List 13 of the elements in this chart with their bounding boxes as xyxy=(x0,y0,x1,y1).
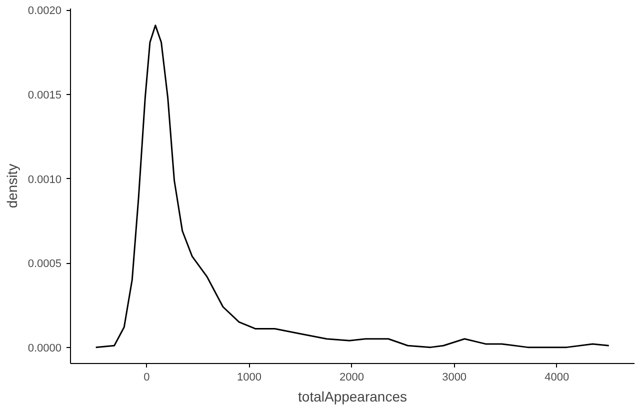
y-axis-title: density xyxy=(4,164,20,208)
y-tick-label: 0.0015 xyxy=(28,89,62,102)
line-series xyxy=(95,24,610,348)
y-tick-label: 0.0005 xyxy=(28,258,62,270)
x-tick-label: 3000 xyxy=(442,372,467,384)
x-tick-label: 0 xyxy=(144,372,150,384)
x-tick-label: 4000 xyxy=(544,372,570,384)
y-tick-label: 0.0020 xyxy=(28,5,62,18)
y-tick-label: 0.0000 xyxy=(28,342,62,354)
x-tick-label: 1000 xyxy=(237,372,262,384)
x-axis-title: totalAppearances xyxy=(298,388,407,404)
x-tick-label: 2000 xyxy=(340,372,364,384)
y-tick-label: 0.0010 xyxy=(28,174,62,186)
